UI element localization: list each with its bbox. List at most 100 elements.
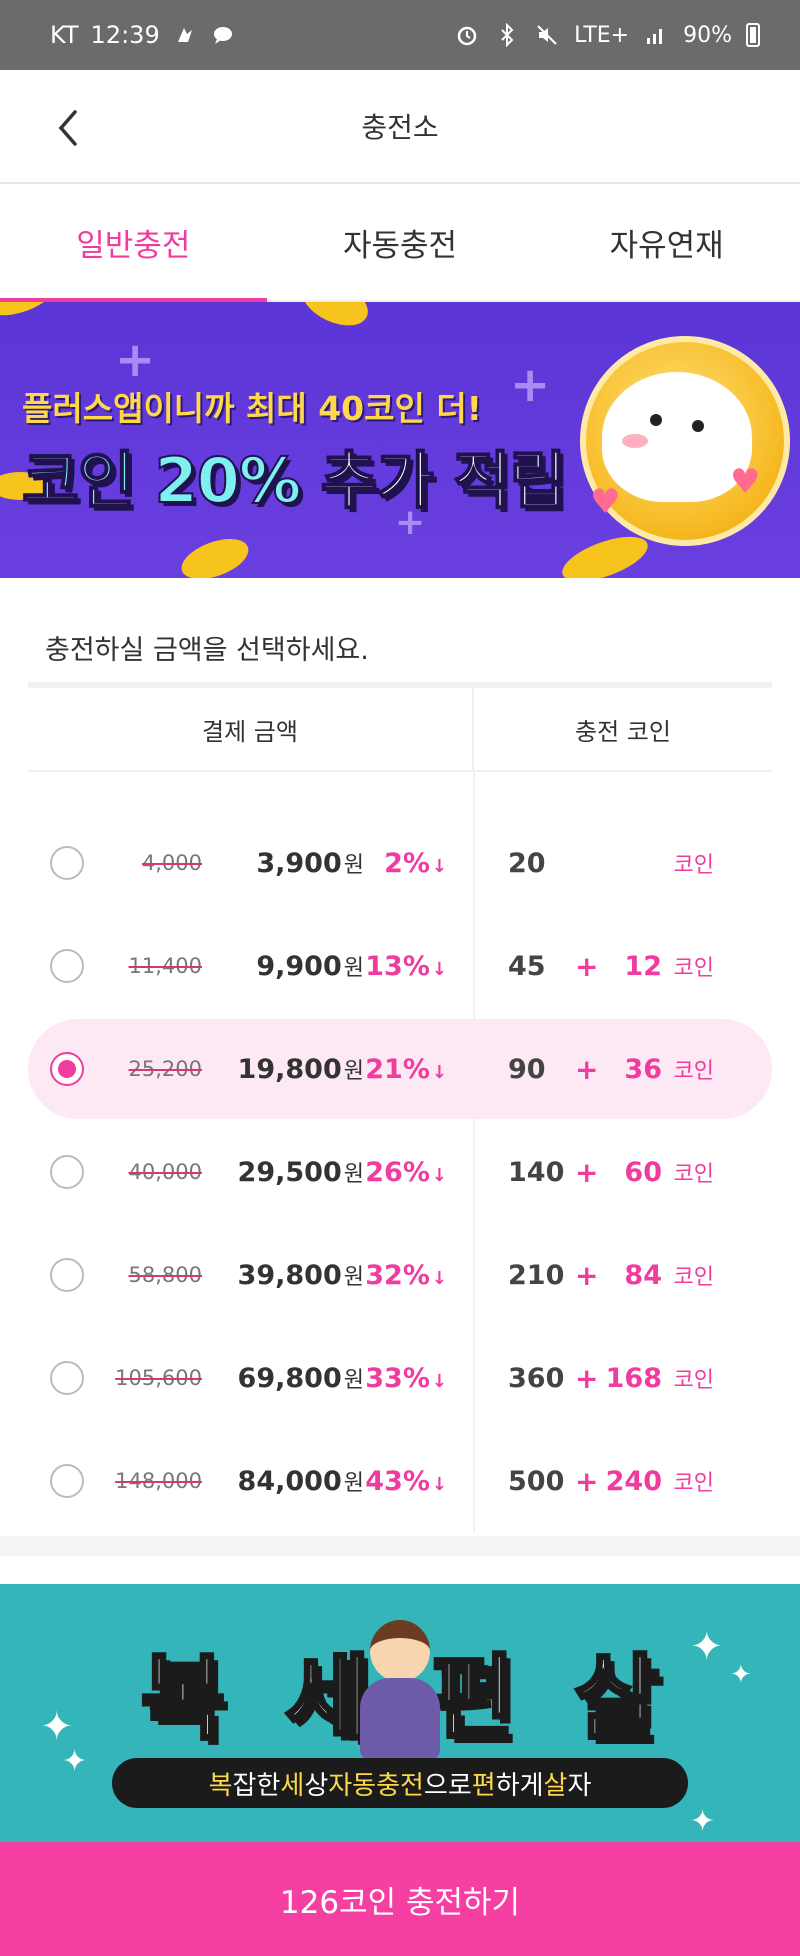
- base-coins: 360: [508, 1362, 565, 1394]
- plus-sign: +: [575, 949, 599, 983]
- coin-unit-label: 코인: [673, 1471, 714, 1496]
- carrier-label: KT: [50, 21, 79, 49]
- chevron-left-icon: [58, 110, 77, 146]
- radio-button[interactable]: [50, 949, 84, 983]
- bonus-coins: 36: [624, 1053, 662, 1085]
- promo-title-coin: 코인 20%: [21, 443, 302, 518]
- plus-sign: +: [575, 1258, 599, 1292]
- back-button[interactable]: [38, 98, 98, 158]
- bonus-coins: 12: [624, 950, 662, 982]
- charge-button[interactable]: 126코인 충전하기: [0, 1842, 800, 1956]
- plus-decoration: +: [115, 332, 156, 388]
- section-divider: [0, 1536, 800, 1556]
- coin-decoration: [176, 531, 254, 578]
- coin-unit-label: 코인: [673, 1368, 714, 1393]
- original-price: 11,400: [128, 954, 202, 978]
- charge-options-table: 결제 금액 충전 코인 4,000 3,900원 2% ↓ 20 코인 11,40…: [28, 682, 772, 1532]
- discount-badge: 32% ↓: [365, 1259, 447, 1291]
- sparkle-icon: ✦: [690, 1804, 716, 1839]
- original-price: 148,000: [115, 1469, 202, 1493]
- original-price: 105,600: [115, 1366, 202, 1390]
- sale-price: 69,800원: [237, 1363, 364, 1394]
- coin-unit-label: 코인: [673, 1162, 714, 1187]
- plus-decoration: +: [395, 502, 426, 543]
- tab-free-serial[interactable]: 자유연재: [609, 227, 724, 264]
- notification-icon: [172, 22, 198, 48]
- coin-unit-label: 코인: [673, 1265, 714, 1290]
- plus-decoration: +: [510, 357, 551, 413]
- tab-bar: 일반충전 자동충전 자유연재: [0, 184, 800, 302]
- radio-button[interactable]: [50, 1155, 84, 1189]
- radio-button[interactable]: [50, 846, 84, 880]
- sparkle-icon: ✦: [730, 1660, 752, 1690]
- promo-banner[interactable]: + + + 플러스앱이니까 최대 40코인 더! 코인 20% 추가 적립 ♥ …: [0, 302, 800, 578]
- plus-sign: +: [575, 1361, 599, 1395]
- instruction-text: 충전하실 금액을 선택하세요.: [45, 635, 369, 666]
- promo-subtitle: 플러스앱이니까 최대 40코인 더!: [22, 389, 482, 428]
- column-divider: [473, 772, 475, 1532]
- original-price: 40,000: [128, 1160, 202, 1184]
- promo-title: 코인 20% 추가 적립: [21, 430, 568, 520]
- status-bar: KT 12:39 LTE+ 90%: [0, 0, 800, 70]
- battery-percent: 90%: [683, 22, 732, 48]
- coin-decoration: [0, 302, 65, 325]
- discount-badge: 2% ↓: [384, 847, 447, 879]
- bonus-coins: 60: [624, 1156, 662, 1188]
- discount-badge: 26% ↓: [365, 1156, 447, 1188]
- plus-sign: +: [575, 1052, 599, 1086]
- mascot-illustration: [602, 372, 752, 502]
- alarm-icon: [454, 22, 480, 48]
- signal-icon: [643, 22, 669, 48]
- discount-badge: 13% ↓: [365, 950, 447, 982]
- discount-badge: 21% ↓: [365, 1053, 447, 1085]
- coin-unit-label: 코인: [673, 1059, 714, 1084]
- base-coins: 45: [508, 950, 546, 982]
- column-header-coins: 충전 코인: [575, 717, 671, 746]
- base-coins: 90: [508, 1053, 546, 1085]
- charge-option-row[interactable]: 58,800 39,800원 32% ↓ 210 + 84 코인: [28, 1225, 772, 1325]
- charge-option-row[interactable]: 40,000 29,500원 26% ↓ 140 + 60 코인: [28, 1122, 772, 1222]
- top-app-bar: 충전소: [0, 70, 800, 184]
- bonus-coins: 84: [624, 1259, 662, 1291]
- sparkle-icon: ✦: [40, 1704, 74, 1750]
- original-price: 58,800: [128, 1263, 202, 1287]
- radio-button[interactable]: [50, 1464, 84, 1498]
- column-header-payment: 결제 금액: [28, 688, 474, 770]
- bonus-coins: 168: [605, 1362, 662, 1394]
- charge-option-row[interactable]: 105,600 69,800원 33% ↓ 360 + 168 코인: [28, 1328, 772, 1428]
- heart-icon: ♥: [590, 482, 621, 522]
- charge-option-row-selected[interactable]: 25,200 19,800원 21% ↓ 90 + 36 코인: [28, 1019, 772, 1119]
- base-coins: 140: [508, 1156, 565, 1188]
- bonus-coins: 240: [605, 1465, 662, 1497]
- promo-title-rest: 추가 적립: [320, 443, 568, 518]
- character-illustration: [360, 1620, 440, 1760]
- sale-price: 29,500원: [237, 1157, 364, 1188]
- sparkle-icon: ✦: [690, 1624, 724, 1670]
- plus-sign: +: [575, 1155, 599, 1189]
- coin-decoration: [0, 472, 50, 500]
- charge-option-row[interactable]: 11,400 9,900원 13% ↓ 45 + 12 코인: [28, 916, 772, 1016]
- charge-option-row[interactable]: 148,000 84,000원 43% ↓ 500 + 240 코인: [28, 1431, 772, 1531]
- page-title: 충전소: [361, 111, 439, 144]
- tab-general-charge[interactable]: 일반충전: [0, 184, 267, 302]
- banner-title-right: 편살: [428, 1643, 720, 1754]
- sale-price: 39,800원: [237, 1260, 364, 1291]
- discount-badge: 43% ↓: [365, 1465, 447, 1497]
- table-header: 결제 금액 충전 코인: [28, 688, 772, 772]
- coin-unit-label: 코인: [673, 853, 714, 878]
- battery-icon: [746, 23, 760, 47]
- amount-selection-section: 충전하실 금액을 선택하세요. 결제 금액 충전 코인 4,000 3,900원…: [0, 578, 800, 1536]
- base-coins: 500: [508, 1465, 565, 1497]
- radio-button[interactable]: [50, 1258, 84, 1292]
- charge-option-row[interactable]: 4,000 3,900원 2% ↓ 20 코인: [28, 813, 772, 913]
- heart-icon: ♥: [730, 462, 761, 502]
- original-price: 25,200: [128, 1057, 202, 1081]
- radio-button[interactable]: [50, 1361, 84, 1395]
- sale-price: 84,000원: [237, 1466, 364, 1497]
- radio-button-checked[interactable]: [50, 1052, 84, 1086]
- base-coins: 20: [508, 847, 546, 879]
- tab-auto-charge[interactable]: 자동충전: [342, 227, 458, 264]
- clock: 12:39: [90, 21, 160, 49]
